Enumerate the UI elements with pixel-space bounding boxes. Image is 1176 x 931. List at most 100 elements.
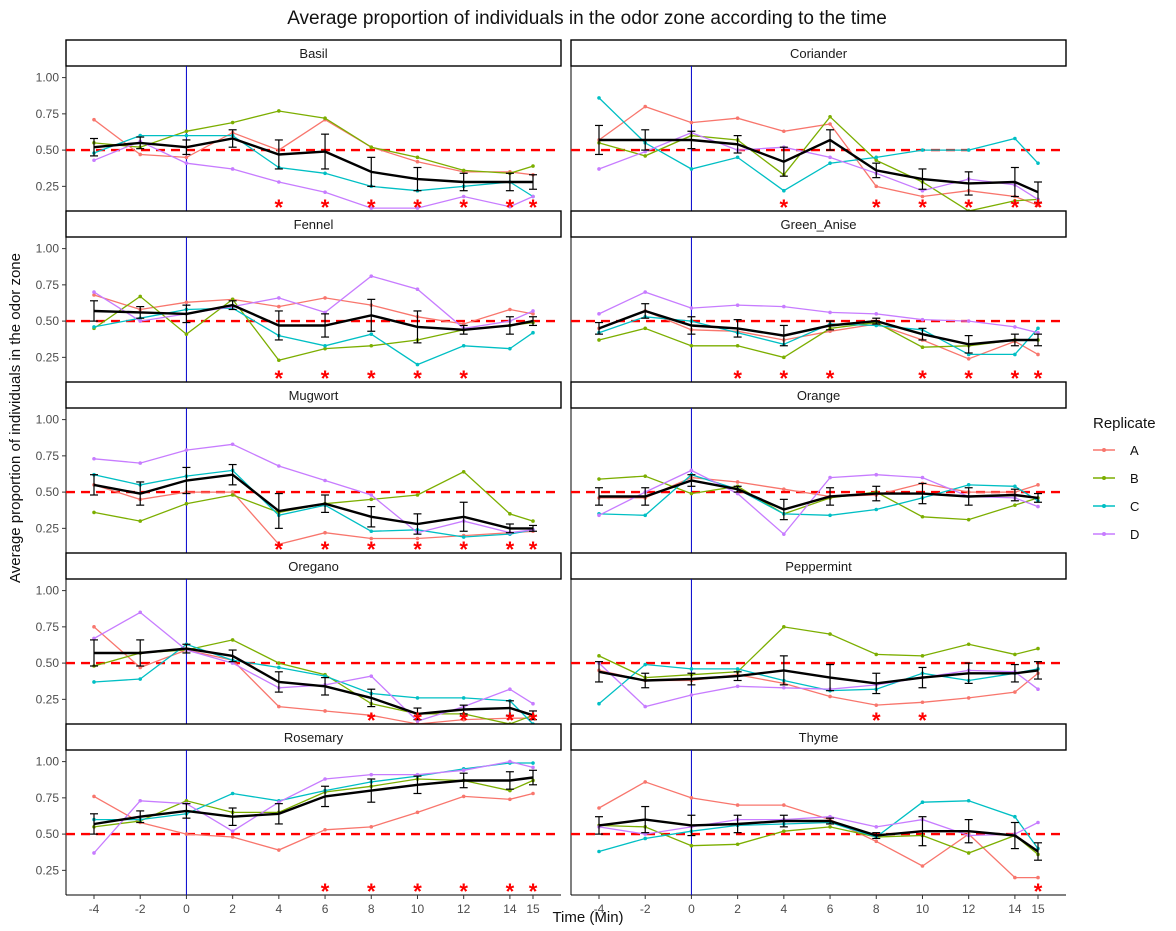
significance-star: * [459, 537, 468, 562]
data-point-a [874, 703, 879, 707]
data-point-c [597, 701, 601, 706]
data-point-b [184, 501, 189, 506]
data-point-d [323, 478, 327, 483]
data-point-b [689, 491, 694, 496]
data-point-a [1036, 875, 1040, 880]
data-point-b [689, 343, 694, 348]
mean-line [93, 776, 534, 826]
significance-star: * [275, 366, 284, 391]
data-point-a [508, 307, 512, 312]
data-point-d [966, 319, 971, 323]
y-tick-label: 0.25 [36, 350, 60, 364]
data-point-d [277, 464, 281, 468]
data-point-b [920, 345, 925, 350]
data-point-a [184, 300, 189, 305]
data-point-b [643, 154, 648, 158]
panel-orange: Orange [570, 381, 1067, 554]
x-tick-label: 14 [1008, 902, 1022, 916]
data-point-b [874, 158, 879, 163]
panel-thyme: Thyme -4 -2 0 2 4 6 8 10 12 14 15* [570, 723, 1067, 916]
data-point-b [1036, 646, 1040, 651]
significance-star: * [321, 879, 330, 904]
data-point-a [277, 848, 281, 852]
x-tick-label: 8 [873, 902, 880, 916]
legend-point-d [1102, 532, 1106, 536]
data-point-d [92, 456, 96, 461]
panel-mugwort: Mugwort 0.25 0.50 0.75 1.00 * * * * * * * [36, 381, 562, 562]
data-point-d [874, 825, 879, 829]
data-point-d [184, 448, 189, 452]
data-point-a [782, 803, 786, 807]
series-line-c [93, 307, 534, 366]
y-tick-label: 0.25 [36, 521, 60, 535]
data-point-d [643, 290, 648, 294]
data-point-d [369, 772, 374, 777]
facet-strip [570, 39, 1067, 67]
y-tick-label: 1.00 [36, 584, 60, 598]
data-point-a [323, 296, 327, 300]
data-point-d [735, 303, 740, 307]
facet-strip [65, 210, 562, 238]
legend-point-a [1102, 448, 1106, 452]
y-tick-label: 0.50 [36, 314, 60, 328]
data-point-d [597, 513, 601, 518]
significance-star: * [367, 366, 376, 391]
data-point-c [1013, 484, 1017, 489]
significance-star: * [964, 366, 973, 391]
data-point-d [689, 693, 694, 697]
data-point-a [966, 357, 971, 361]
data-point-d [531, 309, 535, 313]
data-point-d [415, 206, 420, 210]
significance-star: * [367, 708, 376, 733]
data-point-c [828, 513, 832, 518]
legend-point-b [1102, 476, 1106, 480]
data-point-a [1036, 352, 1040, 357]
data-point-a [92, 625, 96, 629]
data-point-a [415, 159, 420, 164]
facet-label: Peppermint [785, 559, 852, 574]
data-point-a [461, 794, 466, 799]
significance-star: * [321, 195, 330, 220]
y-tick-label: 1.00 [36, 71, 60, 85]
series-line-b [93, 110, 534, 174]
y-tick-label: 0.50 [36, 143, 60, 157]
data-point-b [277, 109, 281, 113]
data-point-a [415, 536, 420, 541]
data-point-b [1013, 199, 1017, 203]
y-tick-label: 0.50 [36, 827, 60, 841]
mean-line [93, 473, 533, 530]
significance-star: * [506, 708, 515, 733]
data-point-a [597, 806, 601, 810]
facet-strip [570, 552, 1067, 580]
data-point-c [323, 171, 327, 176]
y-tick-label: 0.25 [36, 692, 60, 706]
data-point-d [508, 759, 512, 764]
data-point-a [184, 832, 189, 836]
series-line-c [598, 800, 1039, 853]
data-point-a [92, 117, 96, 122]
data-point-b [369, 145, 374, 149]
data-point-a [689, 796, 694, 800]
significance-star: * [918, 366, 927, 391]
significance-star: * [826, 366, 835, 391]
data-point-d [874, 472, 879, 477]
data-point-d [461, 194, 466, 199]
x-tick-label: 8 [368, 902, 375, 916]
data-point-d [920, 475, 925, 480]
data-point-c [874, 155, 879, 160]
x-tick-label: 4 [780, 902, 787, 916]
data-point-b [277, 358, 281, 363]
significance-star: * [1011, 195, 1020, 220]
x-tick-label: -4 [89, 902, 100, 916]
data-point-b [508, 512, 512, 516]
data-point-b [597, 654, 601, 658]
significance-star: * [780, 366, 789, 391]
series-line-c [94, 762, 533, 821]
data-point-c [782, 188, 786, 193]
y-tick-label: 0.75 [36, 107, 60, 121]
data-point-c [920, 148, 925, 152]
data-point-d [531, 194, 535, 199]
data-point-c [323, 343, 327, 348]
data-point-b [415, 155, 420, 160]
data-point-c [415, 696, 420, 700]
